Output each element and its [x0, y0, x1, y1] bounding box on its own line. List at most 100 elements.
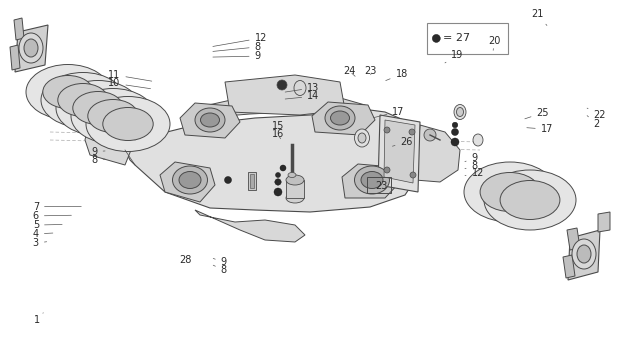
- Ellipse shape: [473, 134, 483, 146]
- Circle shape: [384, 167, 390, 173]
- Ellipse shape: [480, 172, 540, 211]
- Text: 28: 28: [179, 255, 192, 265]
- Circle shape: [452, 122, 458, 128]
- Ellipse shape: [172, 166, 208, 194]
- Text: 25: 25: [525, 108, 549, 119]
- Text: 7: 7: [33, 202, 81, 212]
- Ellipse shape: [88, 100, 138, 133]
- Ellipse shape: [179, 171, 201, 188]
- Text: 9: 9: [213, 51, 261, 61]
- Ellipse shape: [288, 172, 296, 177]
- Text: 17: 17: [527, 124, 553, 134]
- Polygon shape: [598, 212, 610, 232]
- Text: 8: 8: [213, 265, 227, 275]
- Circle shape: [410, 172, 416, 178]
- Text: 12: 12: [465, 168, 484, 179]
- Bar: [250, 174, 254, 188]
- Circle shape: [433, 34, 440, 42]
- Ellipse shape: [286, 175, 304, 185]
- Text: 8: 8: [465, 161, 478, 171]
- Text: 15: 15: [272, 121, 284, 132]
- Polygon shape: [85, 125, 135, 165]
- Ellipse shape: [325, 106, 355, 130]
- Ellipse shape: [358, 133, 366, 143]
- Ellipse shape: [26, 65, 110, 119]
- Polygon shape: [384, 120, 415, 183]
- Ellipse shape: [86, 97, 170, 152]
- Circle shape: [452, 129, 459, 136]
- Text: 13: 13: [285, 83, 320, 93]
- Polygon shape: [180, 103, 240, 138]
- Ellipse shape: [577, 245, 591, 263]
- Text: 18: 18: [386, 69, 408, 81]
- Ellipse shape: [24, 39, 38, 57]
- Ellipse shape: [294, 81, 306, 96]
- Circle shape: [277, 80, 287, 90]
- Text: 23: 23: [365, 66, 377, 76]
- Ellipse shape: [43, 75, 93, 108]
- Ellipse shape: [41, 72, 125, 128]
- Text: 20: 20: [488, 36, 501, 50]
- Ellipse shape: [71, 88, 155, 143]
- Ellipse shape: [355, 129, 370, 147]
- FancyBboxPatch shape: [426, 23, 508, 54]
- Text: 2: 2: [587, 116, 599, 129]
- Polygon shape: [10, 45, 20, 70]
- Text: 23: 23: [375, 181, 387, 191]
- Polygon shape: [415, 125, 460, 185]
- Text: 9: 9: [91, 147, 105, 157]
- Text: 9: 9: [465, 153, 478, 163]
- Text: 5: 5: [33, 220, 62, 230]
- Text: 22: 22: [587, 108, 606, 120]
- Ellipse shape: [200, 113, 219, 127]
- Ellipse shape: [286, 193, 304, 203]
- Circle shape: [280, 165, 286, 171]
- Polygon shape: [225, 75, 345, 115]
- Circle shape: [276, 172, 281, 177]
- Polygon shape: [567, 228, 580, 250]
- Ellipse shape: [19, 33, 43, 63]
- Circle shape: [274, 188, 282, 196]
- Text: 8: 8: [213, 42, 261, 52]
- Text: 6: 6: [33, 211, 72, 221]
- Ellipse shape: [361, 171, 383, 188]
- Polygon shape: [15, 25, 48, 72]
- Polygon shape: [160, 162, 215, 202]
- Polygon shape: [195, 92, 370, 118]
- Text: 19: 19: [445, 50, 464, 63]
- Ellipse shape: [484, 170, 576, 230]
- Ellipse shape: [58, 84, 108, 117]
- Text: 17: 17: [373, 106, 405, 118]
- Ellipse shape: [500, 181, 560, 220]
- Polygon shape: [14, 18, 24, 40]
- Text: 11: 11: [108, 70, 152, 81]
- Text: 14: 14: [285, 91, 320, 101]
- Text: 9: 9: [213, 257, 227, 268]
- Text: 8: 8: [91, 155, 105, 165]
- Text: 26: 26: [392, 137, 413, 147]
- Text: 16: 16: [272, 129, 284, 139]
- Circle shape: [275, 179, 281, 185]
- Polygon shape: [563, 255, 575, 278]
- Ellipse shape: [572, 239, 596, 269]
- Circle shape: [384, 127, 390, 133]
- Polygon shape: [378, 115, 420, 192]
- Text: 24: 24: [344, 66, 356, 76]
- Text: 4: 4: [33, 229, 53, 239]
- Ellipse shape: [457, 107, 464, 117]
- Text: 3: 3: [33, 238, 47, 248]
- Text: 1: 1: [34, 313, 43, 325]
- Circle shape: [224, 176, 232, 184]
- Text: 21: 21: [531, 9, 547, 26]
- Circle shape: [451, 138, 459, 146]
- Bar: [286, 180, 304, 198]
- Ellipse shape: [331, 111, 350, 125]
- Ellipse shape: [454, 104, 466, 119]
- Polygon shape: [195, 210, 305, 242]
- Ellipse shape: [103, 107, 153, 140]
- Polygon shape: [568, 230, 600, 280]
- Bar: [248, 172, 256, 190]
- Text: 10: 10: [108, 78, 151, 89]
- Polygon shape: [312, 102, 375, 135]
- Polygon shape: [342, 164, 400, 198]
